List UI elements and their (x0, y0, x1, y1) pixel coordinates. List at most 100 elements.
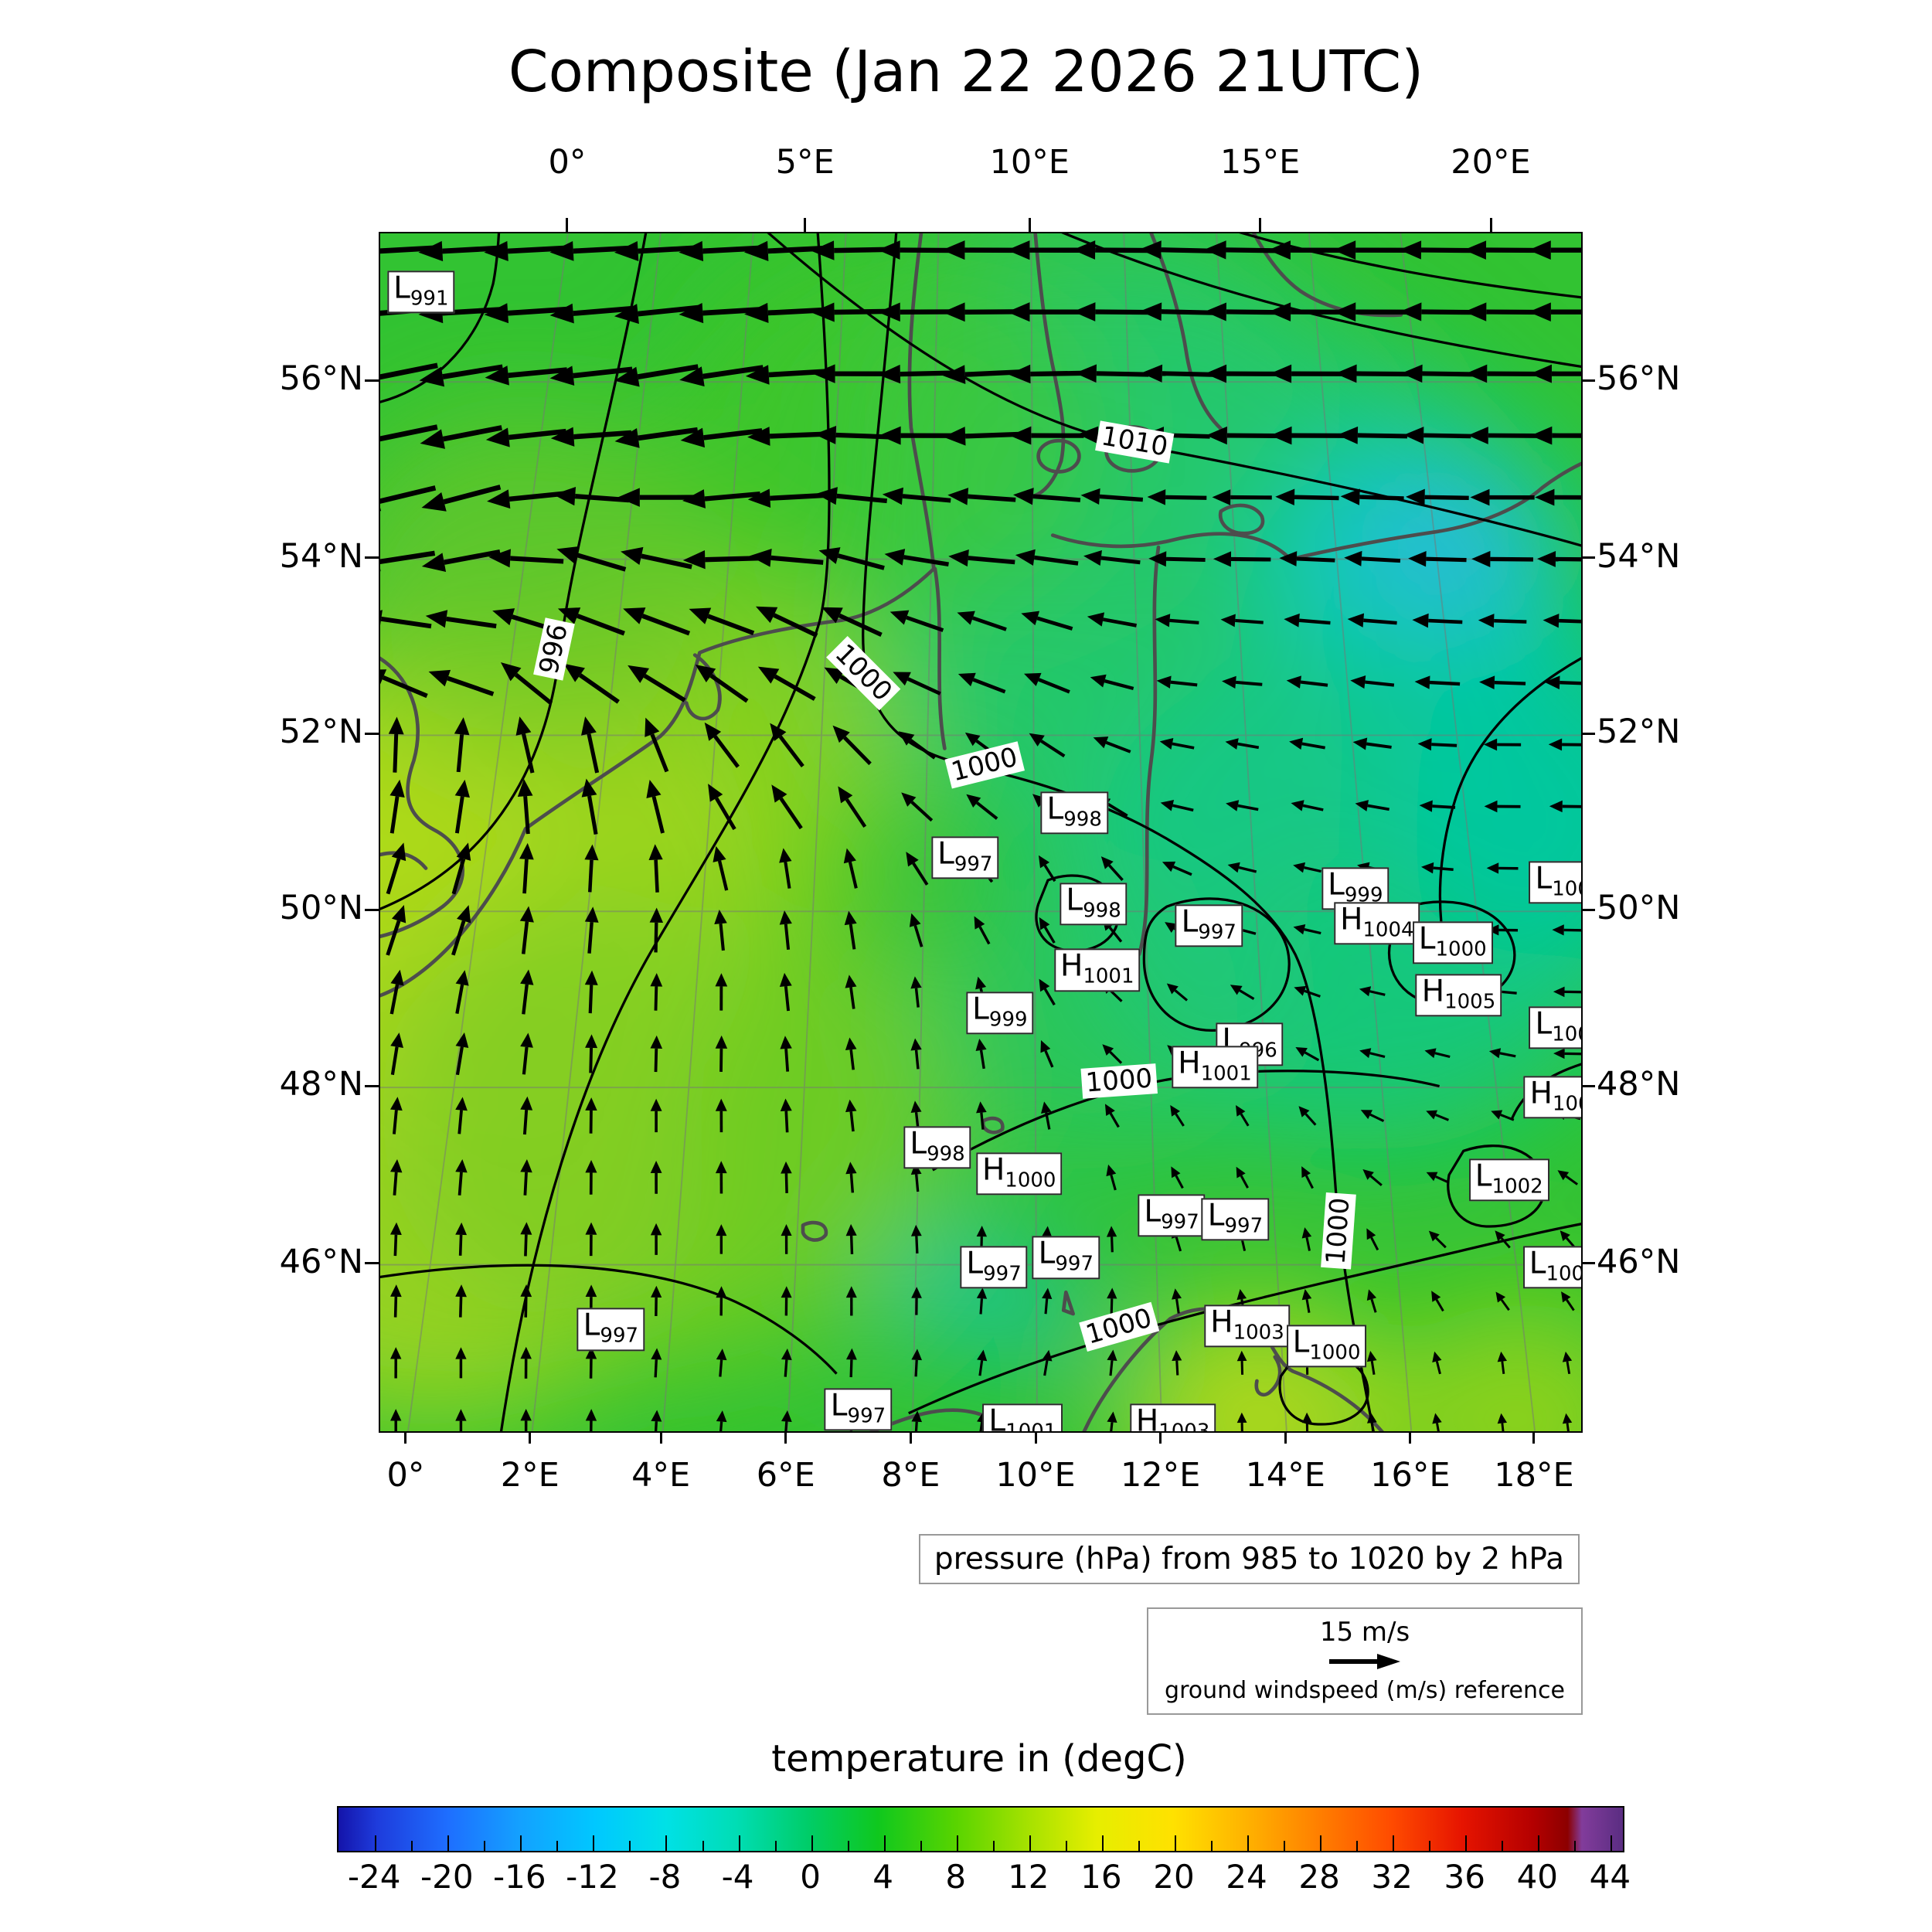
pressure-center-letter: H (1421, 974, 1445, 1009)
wind-arrow-head (418, 240, 444, 262)
wind-arrow-head (651, 1285, 662, 1298)
wind-arrow-head (845, 1223, 857, 1236)
colorbar-tick (484, 1841, 486, 1851)
pressure-center-letter: L (1529, 1245, 1546, 1281)
axis-tick (659, 1430, 662, 1444)
wind-arrow-shaft (1172, 742, 1195, 750)
pressure-center-label: L998 (903, 1125, 971, 1169)
wind-arrow-shaft (1304, 866, 1321, 873)
wind-arrow-head (1401, 364, 1423, 383)
wind-arrow-head (391, 842, 406, 862)
wind-arrow-shaft (849, 1359, 853, 1378)
wind-arrow-shaft (849, 1111, 855, 1132)
wind-arrow-head (879, 426, 901, 445)
pressure-center-label: H1004 (1334, 902, 1420, 945)
wind-arrow-head (715, 1035, 728, 1049)
wind-arrow-head (1360, 1110, 1372, 1120)
wind-arrow-shaft (1033, 555, 1079, 566)
wind-arrow-head (910, 976, 922, 989)
wind-arrow-head (648, 844, 663, 861)
wind-arrow-head (1286, 675, 1301, 689)
wind-arrow-head (781, 1286, 792, 1298)
wind-arrow-head (1007, 302, 1030, 322)
wind-arrow-shaft (705, 556, 760, 563)
lat-label-right: 54°N (1597, 536, 1681, 576)
wind-arrow-head (818, 547, 841, 564)
pressure-center-label: H1001 (1172, 1046, 1258, 1089)
wind-arrow-shaft (1043, 1360, 1049, 1376)
wind-arrow-shaft (386, 920, 401, 956)
pressure-center-value: 1001 (1005, 1420, 1057, 1433)
pressure-center-value: 1005 (1444, 990, 1496, 1014)
wind-arrow-head (744, 302, 769, 323)
colorbar-tick (1356, 1841, 1359, 1851)
map-plot-area: 996 1000 1000 1010 1000 1000 1000 L991 L998 L997 L… (379, 232, 1583, 1433)
wind-arrow-head (517, 778, 533, 797)
colorbar-tick-label: 16 (1080, 1858, 1122, 1896)
wind-arrow-shaft (1370, 1422, 1375, 1431)
pressure-center-value: 997 (600, 1324, 639, 1348)
wind-arrow-head (1295, 1046, 1308, 1057)
wind-arrow-shaft (784, 986, 791, 1012)
wind-arrow-head (1040, 1040, 1051, 1053)
wind-arrow-head (1359, 1048, 1372, 1059)
colorbar-tick-label: 20 (1153, 1858, 1195, 1896)
axis-tick (1489, 218, 1492, 232)
wind-arrow-shaft (573, 430, 632, 440)
wind-arrow-shaft (849, 1049, 855, 1070)
wind-arrow-shaft (1422, 371, 1474, 377)
wind-arrow-head (1464, 302, 1487, 321)
axis-tick (365, 379, 379, 382)
wind-arrow-head (1486, 862, 1499, 874)
wind-arrow-head (909, 913, 921, 927)
pressure-center-value: 997 (954, 852, 993, 876)
wind-arrow-head (942, 302, 965, 322)
wind-arrow-shaft (1230, 556, 1271, 562)
pressure-center-value: 1000 (1005, 1168, 1056, 1192)
wind-arrow-head (581, 778, 597, 798)
wind-arrow-shaft (1304, 989, 1321, 998)
wind-arrow-shaft (654, 922, 658, 953)
wind-arrow-head (585, 1222, 597, 1235)
pressure-center-letter: L (1038, 1236, 1056, 1271)
wind-arrow-shaft (446, 616, 497, 629)
wind-arrow-shaft (1095, 247, 1151, 253)
pressure-center-letter: L (1328, 867, 1345, 903)
wind-arrow-head (1561, 1291, 1571, 1303)
pressure-center-label: L1000 (1522, 1245, 1581, 1289)
wind-arrow-shaft (573, 245, 633, 254)
pressure-center-label: H1000 (1523, 1075, 1581, 1119)
wind-arrow-head (1549, 800, 1563, 813)
wind-arrow-head (811, 240, 835, 260)
wind-arrow-shaft (380, 362, 438, 380)
axis-tick (1028, 218, 1031, 232)
colorbar-title: temperature in (degC) (771, 1737, 1187, 1781)
wind-arrow-shaft (454, 796, 464, 834)
wind-arrow-shaft (1305, 1298, 1311, 1313)
pressure-caption-text: pressure (hPa) from 985 to 1020 by 2 hPa (934, 1542, 1564, 1577)
wind-arrow-shaft (1038, 678, 1070, 694)
wind-arrow-head (1301, 1227, 1312, 1239)
wind-arrow-head (781, 1349, 792, 1361)
wind-arrow-shaft (654, 986, 658, 1011)
colorbar-tick-label: 4 (872, 1858, 894, 1896)
wind-arrow-shaft (1172, 804, 1194, 812)
wind-arrow-shaft (784, 1421, 788, 1431)
pressure-center-value: 997 (1055, 1252, 1094, 1276)
wind-arrow-head (1479, 675, 1495, 690)
wind-arrow-head (964, 732, 981, 747)
wind-arrow-head (1106, 1164, 1117, 1177)
wind-arrow-head (1553, 1048, 1565, 1060)
wind-arrow-head (391, 905, 406, 923)
wind-arrow-shaft (523, 1172, 528, 1196)
wind-arrow-head (779, 848, 792, 863)
wind-arrow-head (1170, 1104, 1181, 1117)
wind-arrow-head (389, 1222, 402, 1236)
wind-arrow-head (1141, 364, 1163, 383)
wind-arrow-head (1344, 550, 1362, 566)
colorbar-tick-label: 40 (1516, 1858, 1559, 1896)
wind-arrow-head (1236, 1412, 1247, 1423)
wind-arrow-shaft (978, 926, 991, 945)
wind-arrow-shaft (386, 858, 401, 895)
